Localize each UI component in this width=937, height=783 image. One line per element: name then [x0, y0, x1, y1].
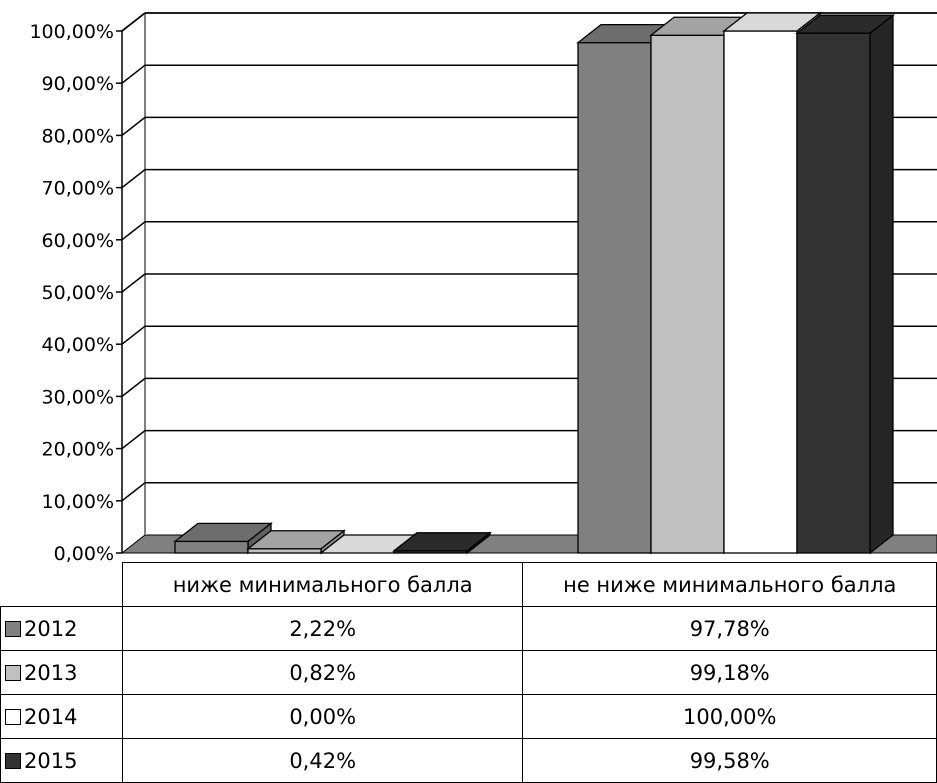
gridline-side — [121, 430, 146, 450]
legend-key: 2014 — [0, 694, 123, 739]
gridline-side — [121, 64, 146, 84]
gridline-side — [121, 12, 146, 32]
bar-front — [723, 30, 798, 554]
y-tick-label: 10,00% — [42, 491, 114, 513]
legend-label: 2013 — [24, 660, 78, 685]
legend-swatch — [5, 708, 21, 725]
bar — [392, 531, 492, 555]
y-tick-label: 30,00% — [42, 386, 114, 408]
table-row: 2014 0,00% 100,00% — [0, 694, 937, 739]
gridline-side — [121, 325, 146, 345]
table-row: 2013 0,82% 99,18% — [0, 650, 937, 695]
legend-key: 2012 — [0, 606, 123, 651]
bar-side — [869, 13, 894, 555]
bar-front — [174, 540, 249, 554]
bar — [246, 529, 346, 555]
y-tick-label: 50,00% — [42, 282, 114, 304]
bar — [795, 13, 895, 555]
bar-front — [650, 34, 725, 554]
y-tick-label: 60,00% — [42, 230, 114, 252]
legend-label: 2014 — [24, 704, 78, 729]
bar-front — [577, 41, 652, 554]
y-tick-label: 40,00% — [42, 334, 114, 356]
table-cell: 97,78% — [522, 606, 937, 651]
bar-top — [392, 532, 492, 552]
y-tick-label: 70,00% — [42, 178, 114, 200]
table-header-row: ниже минимального балла не ниже минималь… — [1, 562, 937, 607]
category-header: не ниже минимального балла — [522, 562, 937, 607]
table-cell: 99,18% — [522, 650, 937, 695]
table-row: 2012 2,22% 97,78% — [0, 606, 937, 651]
bar-top — [173, 522, 273, 543]
table-cell: 0,00% — [121, 694, 524, 739]
y-tick-label: 0,00% — [54, 543, 114, 562]
table-cell: 99,58% — [522, 738, 937, 783]
bar-top — [246, 530, 346, 550]
table-row: 2015 0,42% 99,58% — [0, 738, 937, 783]
y-tick-label: 100,00% — [29, 21, 114, 43]
legend-swatch — [5, 620, 21, 637]
y-tick-label: 80,00% — [42, 125, 114, 147]
bars — [173, 11, 895, 555]
data-table: ниже минимального балла не ниже минималь… — [0, 562, 937, 783]
gridline-side — [121, 116, 146, 136]
legend-swatch — [5, 752, 21, 769]
gridline-side — [121, 221, 146, 241]
legend-key: 2013 — [0, 650, 123, 695]
gridline-side — [121, 273, 146, 293]
table-cell: 100,00% — [522, 694, 937, 739]
y-tick-label: 20,00% — [42, 439, 114, 461]
bar-front — [796, 32, 871, 554]
bar-top — [722, 12, 822, 32]
bar-chart: 0,00% 10,00% 20,00% 30,00% 40,00% 50,00% 60,00… — [29, 11, 937, 562]
table-cell: 0,82% — [121, 650, 524, 695]
table-cell: 2,22% — [121, 606, 524, 651]
y-tick-label: 90,00% — [42, 73, 114, 95]
gridline-side — [121, 169, 146, 189]
bar-top — [795, 14, 895, 34]
category-header: ниже минимального балла — [121, 562, 524, 607]
legend-swatch — [5, 664, 21, 681]
legend-label: 2012 — [24, 616, 78, 641]
gridline-side — [121, 377, 146, 397]
gridline-side — [121, 482, 146, 502]
y-axis: 0,00% 10,00% 20,00% 30,00% 40,00% 50,00% 60,00… — [29, 21, 123, 562]
legend-key: 2015 — [0, 738, 123, 783]
table-cell: 0,42% — [121, 738, 524, 783]
